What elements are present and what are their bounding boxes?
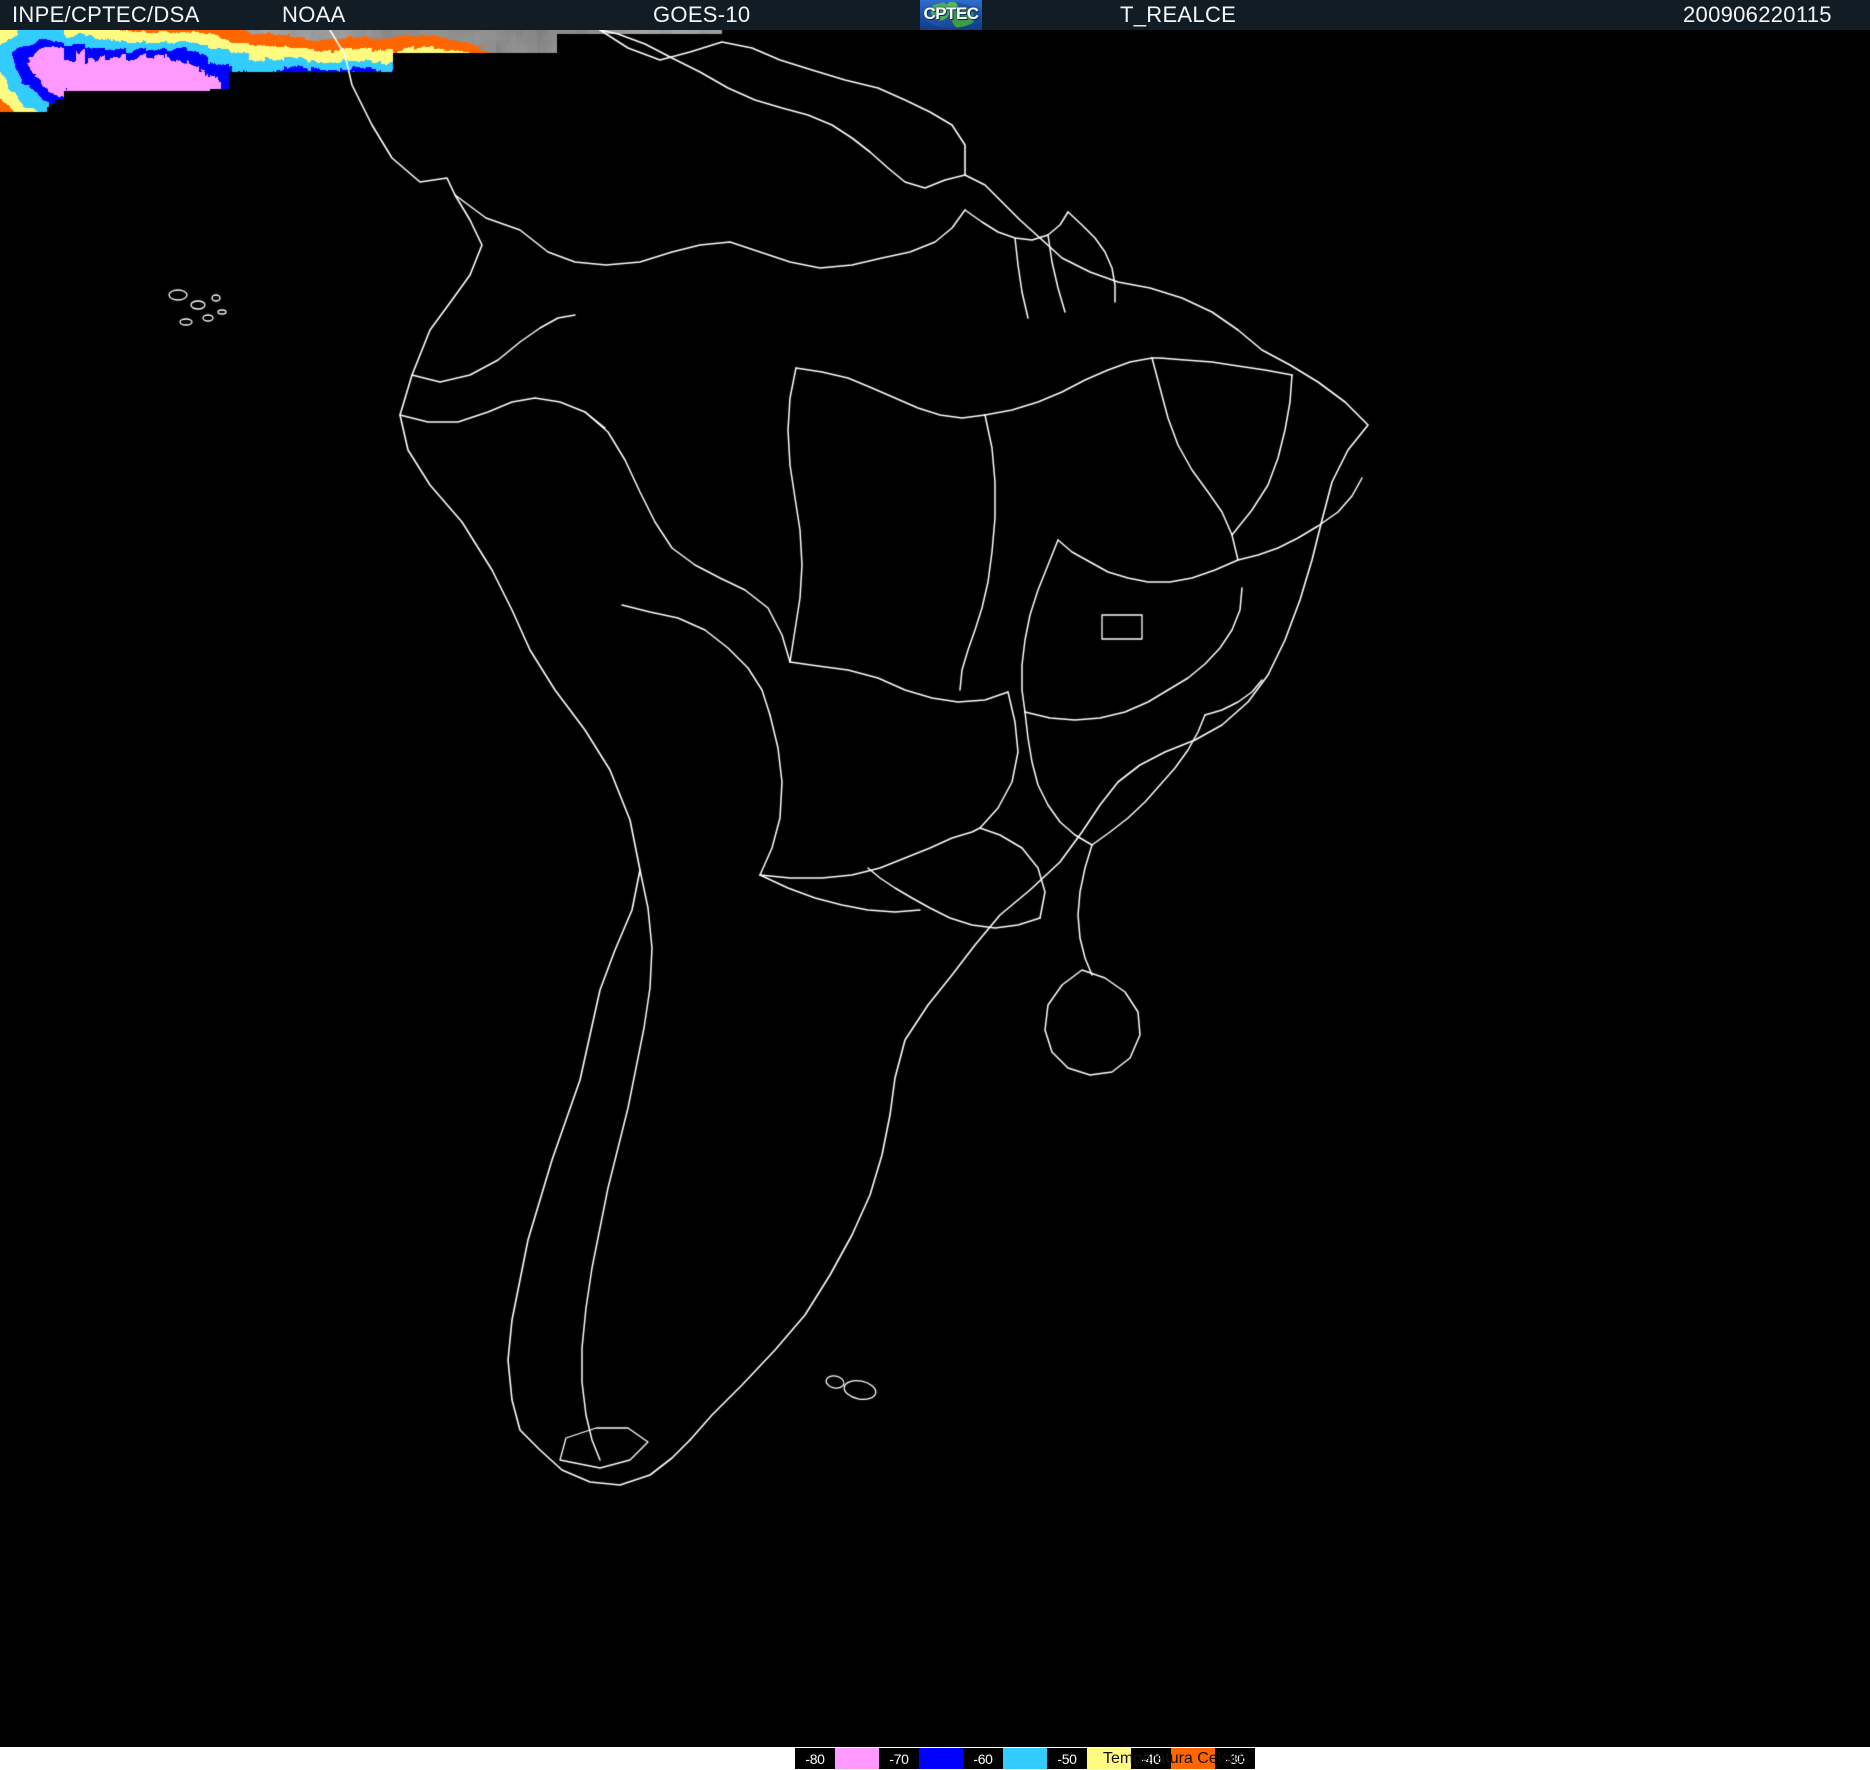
satellite-image-canvas	[0, 30, 1870, 1747]
cptec-logo-icon: CPTEC	[920, 0, 982, 30]
header-timestamp-label: 200906220115	[1683, 2, 1832, 27]
header-institute-label: INPE/CPTEC/DSA	[12, 2, 200, 27]
colorbar-swatch-orange	[1171, 1748, 1215, 1769]
colorbar-swatch-cyan	[1003, 1748, 1047, 1769]
header-bar: INPE/CPTEC/DSA NOAA GOES-10 CPTEC T_REAL…	[0, 0, 1870, 30]
colorbar-tick-minus80: -80	[795, 1748, 835, 1769]
cptec-logo-text: CPTEC	[923, 4, 979, 23]
globe-icon	[924, 2, 978, 28]
colorbar-tick-minus50: -50	[1047, 1748, 1087, 1769]
header-satellite-label: GOES-10	[653, 2, 751, 27]
header-agency-label: NOAA	[282, 2, 346, 27]
header-product-label: T_REALCE	[1120, 2, 1237, 27]
colorbar-tick-minus70: -70	[879, 1748, 919, 1769]
temperature-colorbar: -80 -70 -60 -50 -40 -30	[795, 1748, 1255, 1769]
colorbar-tick-minus40: -40	[1131, 1748, 1171, 1769]
colorbar-caption: Temperatura Celsius	[1103, 1750, 1250, 1767]
colorbar-tick-minus30: -30	[1215, 1748, 1255, 1769]
colorbar-tick-minus60: -60	[963, 1748, 1003, 1769]
colorbar-swatch-violet	[835, 1748, 879, 1769]
satellite-image	[0, 30, 1870, 1747]
colorbar-swatch-blue	[919, 1748, 963, 1769]
colorbar-swatch-yellow	[1087, 1748, 1131, 1769]
